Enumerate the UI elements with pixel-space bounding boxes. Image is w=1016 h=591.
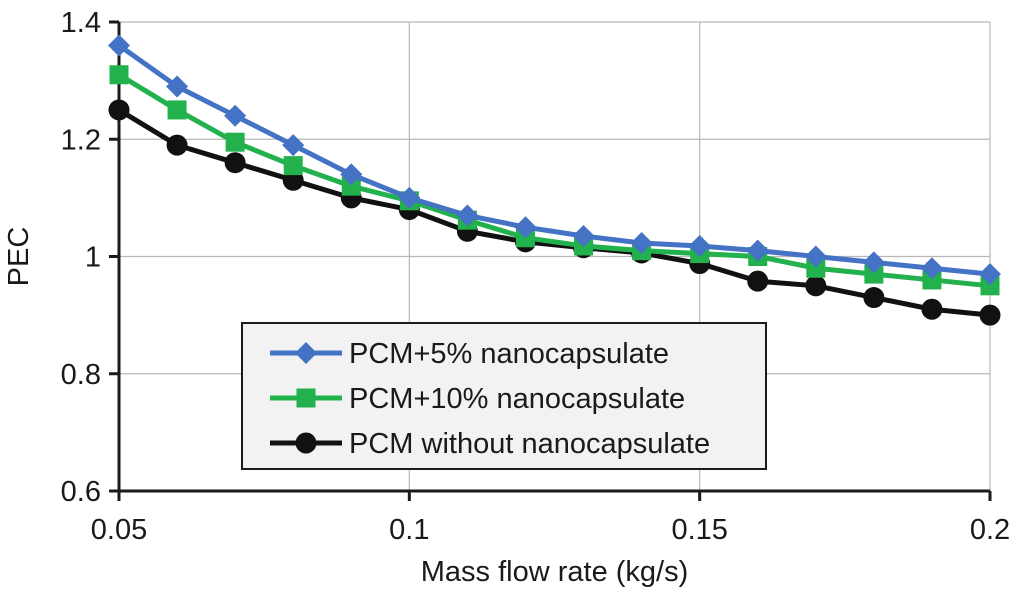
series-line	[117, 107, 991, 318]
x-tick-label: 0.15	[671, 514, 727, 546]
data-point	[225, 132, 245, 152]
data-point	[283, 156, 303, 176]
legend-label: PCM+10% nanocapsulate	[349, 383, 685, 415]
data-point	[747, 270, 769, 292]
y-tick-label: 1.2	[61, 124, 101, 156]
data-point	[514, 216, 537, 239]
data-point	[979, 263, 1001, 286]
data-point	[109, 65, 129, 85]
legend-marker	[295, 342, 317, 364]
y-axis-title: PEC	[3, 227, 35, 287]
legend-label: PCM+5% nanocapsulate	[349, 338, 669, 370]
data-point	[282, 134, 305, 157]
data-point	[340, 163, 363, 186]
data-point	[398, 186, 421, 209]
legend-item: PCM+5% nanocapsulate	[270, 338, 669, 370]
data-point	[806, 258, 826, 278]
series-pcm-5-nanocapsulate	[108, 34, 1001, 286]
data-point	[572, 224, 595, 247]
legend-item: PCM+10% nanocapsulate	[270, 383, 685, 415]
data-point	[920, 257, 943, 280]
data-point	[804, 245, 827, 268]
y-tick-label: 1.4	[61, 7, 101, 39]
data-point	[166, 75, 189, 98]
y-tick-label: 1	[85, 242, 101, 274]
data-point	[979, 304, 1001, 326]
legend-item: PCM without nanocapsulate	[270, 428, 710, 460]
x-tick-label: 0.1	[389, 514, 429, 546]
data-point	[108, 99, 130, 121]
legend: PCM+5% nanocapsulate PCM+10% nanocapsulat…	[241, 322, 767, 470]
y-tick-label: 0.8	[61, 359, 101, 391]
data-point	[224, 104, 247, 127]
data-point	[922, 270, 942, 290]
data-point	[456, 204, 479, 227]
data-point	[864, 264, 884, 284]
legend-marker	[295, 432, 317, 454]
legend-label: PCM without nanocapsulate	[349, 428, 710, 460]
data-point	[167, 100, 187, 120]
data-point	[746, 239, 769, 262]
data-point	[980, 276, 1000, 296]
legend-marker	[296, 388, 316, 408]
data-point	[921, 298, 943, 320]
tick-labels: 0.6 0.8 1 1.2 1.4 0.05 0.1 0.15 0.2	[61, 7, 1010, 546]
data-point	[862, 251, 885, 274]
data-point	[688, 234, 711, 257]
data-point	[341, 176, 361, 196]
x-tick-label: 0.05	[91, 514, 147, 546]
data-point	[863, 287, 885, 309]
data-series	[108, 34, 1001, 326]
y-tick-label: 0.6	[61, 476, 101, 508]
data-point	[224, 152, 246, 174]
data-point	[166, 134, 188, 156]
data-point	[630, 232, 653, 255]
x-tick-label: 0.2	[970, 514, 1010, 546]
series-line	[117, 43, 991, 277]
data-point	[108, 34, 130, 57]
x-axis-title: Mass flow rate (kg/s)	[421, 556, 689, 588]
series-line	[117, 72, 991, 289]
data-point	[805, 275, 827, 297]
